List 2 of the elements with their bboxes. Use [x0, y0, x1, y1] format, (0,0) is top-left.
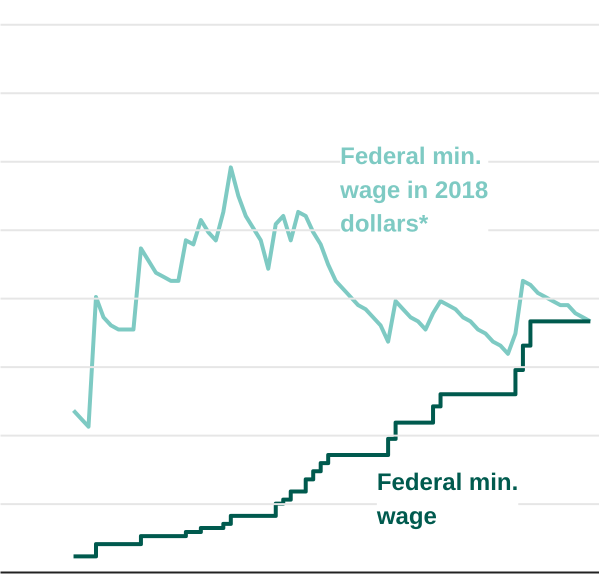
series-label: Federal min. wage	[376, 469, 518, 530]
series-label: Federal min. wage in 2018 dollars*	[339, 143, 488, 238]
